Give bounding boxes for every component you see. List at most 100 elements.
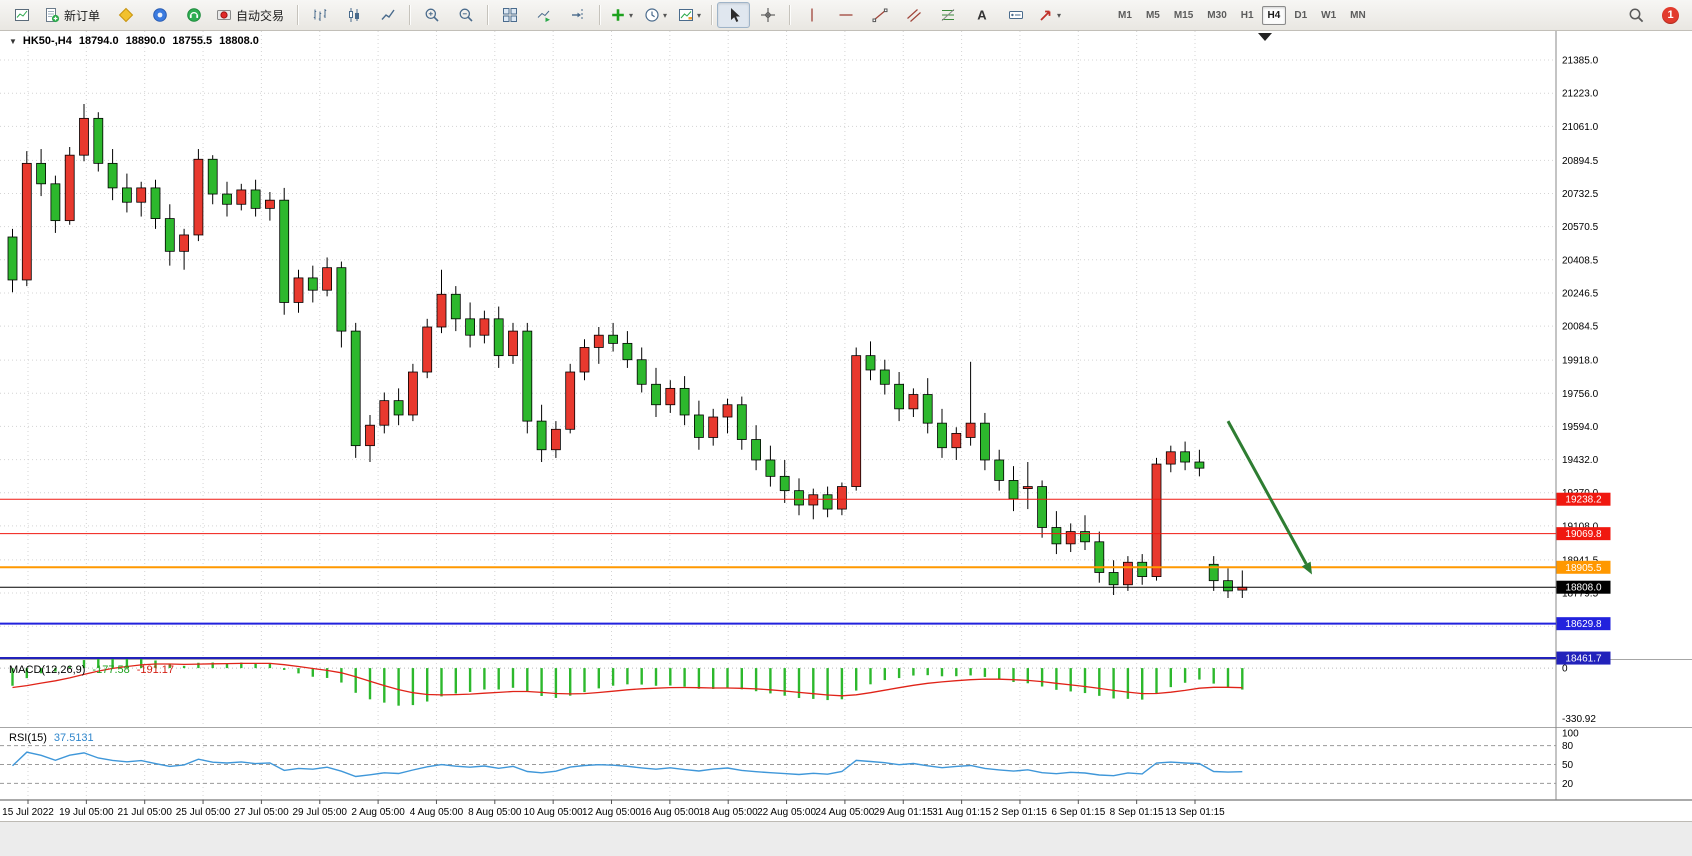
channel-tool-button[interactable]: [897, 2, 930, 28]
timeframe-button-mn[interactable]: MN: [1350, 9, 1366, 21]
one-click-trading-arrow-icon[interactable]: ▼: [9, 36, 17, 46]
horizontal-line-18629.8[interactable]: 18629.8: [0, 617, 1611, 631]
macd-pane[interactable]: 0 -330.92: [0, 657, 1596, 725]
svg-text:25 Jul 05:00: 25 Jul 05:00: [176, 807, 231, 818]
main-toolbar: 新订单 自动交易 ▾ ▾: [0, 0, 1692, 31]
new-order-button[interactable]: 新订单: [39, 2, 108, 28]
new-chart-button[interactable]: [5, 2, 38, 28]
horizontal-line-18905.5[interactable]: 18905.5: [0, 560, 1611, 574]
svg-text:21061.0: 21061.0: [1562, 122, 1599, 133]
horizontal-line-tool-button[interactable]: [829, 2, 862, 28]
svg-text:29 Aug 01:15: 29 Aug 01:15: [874, 807, 933, 818]
svg-text:19 Jul 05:00: 19 Jul 05:00: [59, 807, 114, 818]
svg-text:2 Sep 01:15: 2 Sep 01:15: [993, 807, 1047, 818]
svg-text:22 Aug 05:00: 22 Aug 05:00: [757, 807, 816, 818]
auto-scroll-icon: [537, 10, 550, 22]
toolbar-separator: [789, 5, 791, 25]
trendline-tool-button[interactable]: [863, 2, 896, 28]
svg-text:19108.0: 19108.0: [1562, 521, 1599, 532]
clock-icon: [645, 8, 659, 22]
text-tool-button[interactable]: A: [965, 2, 998, 28]
search-icon: [1629, 8, 1644, 22]
candlestick-chart-icon: [348, 8, 359, 22]
chart-shift-marker[interactable]: [1258, 33, 1272, 41]
svg-text:13 Sep 01:15: 13 Sep 01:15: [1165, 807, 1225, 818]
candles-layer[interactable]: [7, 104, 1248, 599]
metaeditor-button[interactable]: [109, 2, 142, 28]
label-tool-button[interactable]: [999, 2, 1032, 28]
high-value: 18890.0: [125, 35, 166, 47]
close-value: 18808.0: [219, 35, 259, 47]
chart-shift-button[interactable]: [561, 2, 594, 28]
svg-text:8 Sep 01:15: 8 Sep 01:15: [1110, 807, 1164, 818]
svg-text:20894.5: 20894.5: [1562, 156, 1599, 167]
vertical-line-tool-button[interactable]: [795, 2, 828, 28]
periods-button[interactable]: ▾: [639, 2, 672, 28]
bar-chart-icon: [313, 9, 326, 21]
timeframe-button-h1[interactable]: H1: [1240, 9, 1254, 21]
crosshair-button[interactable]: [751, 2, 784, 28]
zoom-in-button[interactable]: [415, 2, 448, 28]
timeframe-button-m30[interactable]: M30: [1207, 9, 1227, 21]
timeframe-button-d1[interactable]: D1: [1294, 9, 1308, 21]
timeframe-button-m5[interactable]: M5: [1145, 9, 1160, 21]
horizontal-line-18808.0[interactable]: 18808.0: [0, 580, 1611, 594]
autotrading-status-icon: [217, 10, 232, 20]
label-icon: [1008, 11, 1023, 19]
horizontal-line-19238.2[interactable]: 19238.2: [0, 492, 1611, 506]
horizontal-line-icon: [839, 14, 853, 16]
search-button[interactable]: [1620, 2, 1653, 28]
bar-chart-button[interactable]: [303, 2, 336, 28]
low-value: 18755.5: [172, 35, 213, 47]
macd-label: MACD(12,26,9) -177.58 -191.17: [9, 664, 174, 676]
horizontal-line-18461.7[interactable]: 18461.7: [0, 651, 1611, 665]
candlestick-chart-button[interactable]: [337, 2, 370, 28]
community-button[interactable]: [143, 2, 176, 28]
svg-text:21385.0: 21385.0: [1562, 56, 1599, 67]
time-axis[interactable]: 15 Jul 2022 19 Jul 05:00 21 Jul 05:00 25 Ju…: [0, 799, 1692, 818]
svg-text:50: 50: [1562, 760, 1574, 771]
svg-text:16 Aug 05:00: 16 Aug 05:00: [640, 807, 699, 818]
zoom-out-button[interactable]: [449, 2, 482, 28]
dropdown-caret-icon: ▾: [1057, 10, 1062, 20]
window-bottom-strip: [0, 821, 1692, 856]
auto-scroll-button[interactable]: [527, 2, 560, 28]
fibonacci-icon: [941, 9, 954, 21]
dropdown-caret-icon: ▾: [697, 10, 702, 20]
cursor-button[interactable]: [717, 2, 751, 28]
trend-arrow-object[interactable]: [1226, 420, 1312, 575]
svg-text:20732.5: 20732.5: [1562, 189, 1599, 200]
dropdown-caret-icon: ▾: [663, 10, 668, 20]
svg-text:15 Jul 2022: 15 Jul 2022: [2, 807, 54, 818]
macd-signal-value: -191.17: [136, 664, 175, 676]
support-button[interactable]: [177, 2, 210, 28]
rsi-value: 37.5131: [53, 732, 94, 744]
indicators-button[interactable]: ▾: [605, 2, 638, 28]
svg-text:4 Aug 05:00: 4 Aug 05:00: [410, 807, 464, 818]
timeframe-group: M1 M5 M15 M30 H1 H4 D1 W1 MN: [1111, 5, 1373, 25]
timeframe-button-w1[interactable]: W1: [1321, 9, 1337, 21]
svg-text:8 Aug 05:00: 8 Aug 05:00: [468, 807, 522, 818]
timeframe-button-m15[interactable]: M15: [1173, 9, 1194, 21]
fibonacci-tool-button[interactable]: [931, 2, 964, 28]
arrows-tool-button[interactable]: ▾: [1033, 2, 1066, 28]
svg-text:6 Sep 01:15: 6 Sep 01:15: [1051, 807, 1105, 818]
horizontal-line-19069.8[interactable]: 19069.8: [0, 527, 1611, 541]
toolbar-separator: [297, 5, 299, 25]
svg-text:27 Jul 05:00: 27 Jul 05:00: [234, 807, 289, 818]
chart-grid: [0, 31, 1556, 800]
notification-badge[interactable]: 1: [1662, 6, 1679, 24]
svg-text:21 Jul 05:00: 21 Jul 05:00: [117, 807, 172, 818]
autotrading-button[interactable]: 自动交易: [211, 2, 292, 28]
line-chart-button[interactable]: [371, 2, 404, 28]
chart-shift-icon: [571, 9, 583, 21]
svg-text:29 Jul 05:00: 29 Jul 05:00: [293, 807, 348, 818]
svg-text:20: 20: [1562, 779, 1574, 790]
svg-text:18905.5: 18905.5: [1565, 563, 1602, 574]
timeframe-button-m1[interactable]: M1: [1118, 9, 1132, 21]
timeframe-button-h4[interactable]: H4: [1261, 5, 1287, 25]
tile-windows-button[interactable]: [493, 2, 526, 28]
templates-button[interactable]: ▾: [673, 2, 706, 28]
